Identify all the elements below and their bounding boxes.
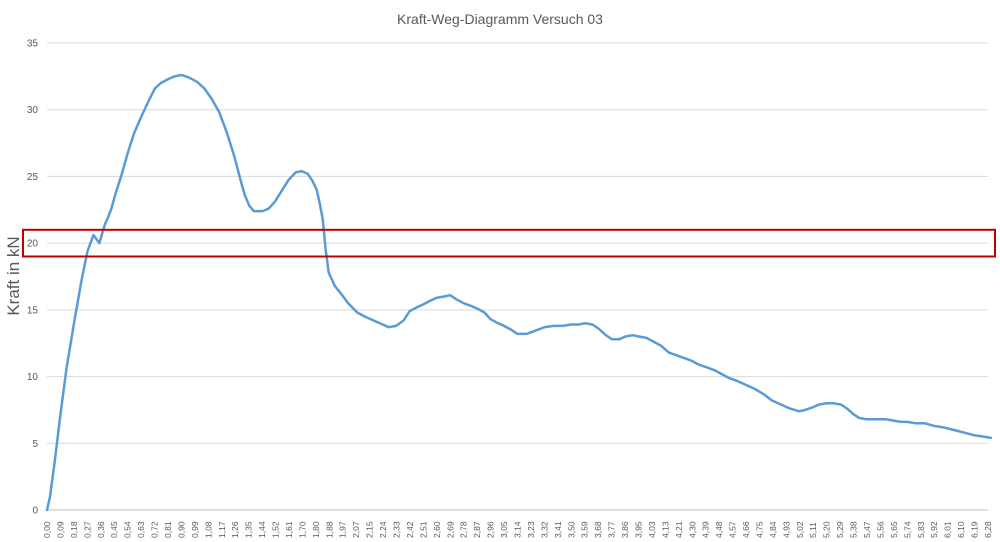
x-tick-label: 6,28 bbox=[983, 521, 993, 538]
x-tick-label: 5,20 bbox=[822, 521, 832, 538]
x-tick-label: 2,07 bbox=[351, 521, 361, 538]
x-tick-label: 1,08 bbox=[203, 521, 213, 538]
x-tick-label: 0,99 bbox=[190, 521, 200, 538]
x-tick-label: 2,96 bbox=[486, 521, 496, 538]
x-tick-label: 0,45 bbox=[109, 521, 119, 538]
x-tick-label: 5,65 bbox=[889, 521, 899, 538]
x-tick-label: 0,81 bbox=[163, 521, 173, 538]
x-tick-label: 4,66 bbox=[741, 521, 751, 538]
x-tick-label: 4,75 bbox=[754, 521, 764, 538]
x-tick-label: 3,41 bbox=[553, 521, 563, 538]
y-tick-label: 30 bbox=[27, 105, 39, 116]
x-tick-label: 2,24 bbox=[378, 521, 388, 538]
x-tick-label: 1,44 bbox=[257, 521, 267, 538]
x-tick-label: 1,52 bbox=[271, 521, 281, 538]
y-tick-label: 10 bbox=[27, 372, 39, 383]
x-tick-label: 4,39 bbox=[701, 521, 711, 538]
x-tick-label: 3,14 bbox=[513, 521, 523, 538]
x-tick-label: 0,27 bbox=[82, 521, 92, 538]
y-axis-tick-labels: 0 5 10 15 20 25 30 35 bbox=[27, 39, 39, 517]
x-tick-label: 4,13 bbox=[660, 521, 670, 538]
x-tick-label: 3,68 bbox=[593, 521, 603, 538]
x-tick-label: 0,36 bbox=[96, 521, 106, 538]
x-tick-label: 3,95 bbox=[633, 521, 643, 538]
x-tick-label: 0,72 bbox=[150, 521, 160, 538]
gridlines bbox=[47, 42, 988, 511]
x-tick-label: 1,26 bbox=[230, 521, 240, 538]
y-tick-label: 0 bbox=[32, 506, 38, 517]
x-tick-label: 4,93 bbox=[781, 521, 791, 538]
x-tick-label: 5,02 bbox=[795, 521, 805, 538]
x-tick-label: 3,32 bbox=[539, 521, 549, 538]
x-tick-label: 5,47 bbox=[862, 521, 872, 538]
y-axis-label: Kraft in kN bbox=[4, 236, 23, 315]
x-tick-label: 5,56 bbox=[875, 521, 885, 538]
x-tick-label: 5,83 bbox=[916, 521, 926, 538]
x-tick-label: 3,86 bbox=[620, 521, 630, 538]
x-tick-label: 4,03 bbox=[647, 521, 657, 538]
x-tick-label: 4,21 bbox=[674, 521, 684, 538]
x-tick-label: 1,80 bbox=[311, 521, 321, 538]
x-tick-label: 5,38 bbox=[849, 521, 859, 538]
x-tick-label: 4,30 bbox=[687, 521, 697, 538]
chart-title: Kraft-Weg-Diagramm Versuch 03 bbox=[397, 11, 603, 27]
x-tick-label: 1,17 bbox=[217, 521, 227, 538]
y-tick-label: 20 bbox=[27, 239, 39, 250]
x-tick-label: 4,48 bbox=[714, 521, 724, 538]
x-tick-label: 4,57 bbox=[728, 521, 738, 538]
x-tick-label: 5,92 bbox=[929, 521, 939, 538]
x-tick-label: 2,78 bbox=[459, 521, 469, 538]
force-series-line bbox=[45, 73, 993, 512]
x-tick-label: 5,74 bbox=[902, 521, 912, 538]
x-tick-label: 1,70 bbox=[297, 521, 307, 538]
x-tick-label: 0,00 bbox=[42, 521, 52, 538]
y-tick-label: 25 bbox=[27, 172, 39, 183]
x-tick-label: 2,87 bbox=[472, 521, 482, 538]
x-tick-label: 6,10 bbox=[956, 521, 966, 538]
x-tick-label: 3,59 bbox=[580, 521, 590, 538]
x-tick-label: 2,15 bbox=[365, 521, 375, 538]
x-tick-label: 5,11 bbox=[808, 522, 818, 538]
x-tick-label: 4,84 bbox=[768, 521, 778, 538]
y-tick-label: 5 bbox=[32, 439, 38, 450]
x-tick-label: 0,09 bbox=[55, 521, 65, 538]
x-tick-label: 1,61 bbox=[284, 521, 294, 538]
x-tick-label: 3,05 bbox=[499, 521, 509, 538]
x-tick-label: 6,01 bbox=[943, 521, 953, 538]
x-tick-label: 2,51 bbox=[418, 521, 428, 538]
y-tick-label: 15 bbox=[27, 305, 39, 316]
x-tick-label: 0,54 bbox=[123, 521, 133, 538]
x-tick-label: 2,60 bbox=[432, 521, 442, 538]
x-tick-label: 0,90 bbox=[176, 521, 186, 538]
x-tick-label: 2,33 bbox=[392, 521, 402, 538]
x-tick-label: 3,50 bbox=[566, 521, 576, 538]
x-tick-label: 2,42 bbox=[405, 521, 415, 538]
x-tick-label: 0,63 bbox=[136, 521, 146, 538]
x-tick-label: 6,19 bbox=[970, 521, 980, 538]
y-tick-label: 35 bbox=[27, 39, 39, 50]
highlight-band-box bbox=[22, 228, 996, 258]
x-tick-label: 5,29 bbox=[835, 521, 845, 538]
x-tick-label: 2,69 bbox=[445, 521, 455, 538]
x-tick-label: 3,23 bbox=[526, 521, 536, 538]
x-tick-label: 1,97 bbox=[338, 521, 348, 538]
x-tick-label: 0,18 bbox=[69, 521, 79, 538]
x-tick-label: 1,88 bbox=[324, 521, 334, 538]
x-axis-tick-labels: 0,00 0,09 0,18 0,27 0,36 0,45 0,54 0,63 0,72 0,81… bbox=[42, 521, 993, 538]
x-tick-label: 1,35 bbox=[244, 521, 254, 538]
x-tick-label: 3,77 bbox=[607, 521, 617, 538]
